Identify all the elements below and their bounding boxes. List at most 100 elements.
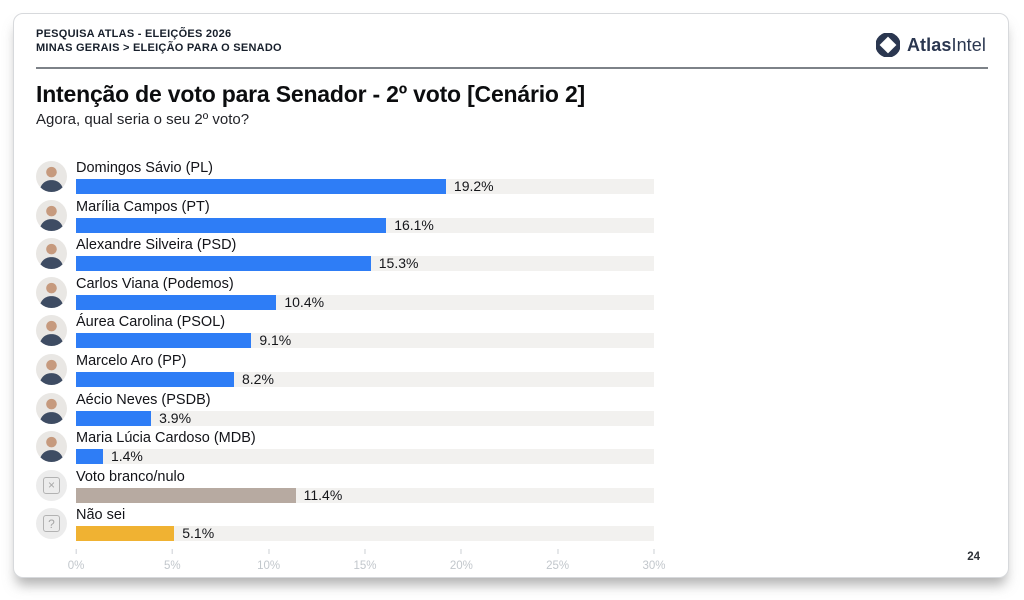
bar-fill (76, 179, 446, 194)
candidate-avatar (36, 199, 67, 231)
bar-fill (76, 294, 277, 310)
page-title: Intenção de voto para Senador - 2º voto … (36, 81, 586, 107)
brand-wordmark-regular: Intel (951, 34, 986, 55)
bar-track: 10.4% (76, 293, 654, 310)
row-content: Áurea Carolina (PSOL) 9.1% (76, 314, 991, 349)
row-content: Aécio Neves (PSDB) 3.9% (76, 392, 991, 426)
candidate-avatar (36, 315, 67, 347)
dont-know-icon: ? (36, 508, 67, 540)
bar-value-label: 11.4% (303, 486, 343, 503)
x-axis-tick: 15% (353, 548, 377, 574)
bar-track: 1.4% (76, 448, 654, 465)
row-label: Domingos Sávio (PL) (76, 160, 213, 176)
chart-row: Marcelo Aro (PP) 8.2% (36, 353, 991, 392)
row-label: Alexandre Silveira (PSD) (76, 237, 237, 254)
row-label: Não sei (76, 507, 126, 524)
row-content: Carlos Viana (Podemos) 10.4% (76, 276, 991, 310)
row-label: Carlos Viana (Podemos) (76, 275, 234, 292)
x-axis-tick: 5% (164, 548, 181, 574)
bar-value-label: 10.4% (284, 293, 325, 310)
chart-row: ? Não sei 5.1% (36, 507, 991, 546)
person-icon (39, 436, 64, 463)
chart-row: Maria Lúcia Cardoso (MDB) 1.4% (36, 430, 991, 469)
bar-fill (76, 410, 152, 426)
blank-null-vote-icon: × (36, 469, 67, 501)
x-axis-tick: 25% (546, 548, 569, 574)
bar-track: 15.3% (76, 255, 654, 272)
row-content: Marcelo Aro (PP) 8.2% (76, 353, 991, 387)
candidate-avatar (36, 392, 67, 424)
candidate-avatar (36, 238, 67, 270)
bar-value-label: 1.4% (110, 448, 143, 465)
chart-rows: Domingos Sávio (PL) 19.2% Marília Campos… (36, 160, 991, 546)
row-content: Alexandre Silveira (PSD) 15.3% (76, 237, 991, 272)
x-axis-tick: 30% (642, 548, 666, 574)
bar-value-label: 8.2% (241, 370, 274, 387)
bar-fill (76, 333, 252, 349)
row-label: Aécio Neves (PSDB) (76, 391, 211, 408)
chart-row: Marília Campos (PT) 16.1% (36, 199, 991, 238)
report-kicker: PESQUISA ATLAS - ELEIÇÕES 2026 MINAS GER… (36, 27, 282, 55)
person-icon (39, 166, 64, 192)
x-axis-tick: 0% (68, 548, 84, 574)
chart-row: Alexandre Silveira (PSD) 15.3% (36, 237, 991, 276)
person-icon (39, 321, 64, 347)
atlasintel-logo-icon (875, 33, 900, 57)
bar-value-label: 3.9% (159, 409, 192, 426)
brand-wordmark-bold: Atlas (906, 34, 952, 55)
symbol-glyph: ? (43, 515, 60, 533)
bar-fill (76, 217, 387, 233)
row-content: Domingos Sávio (PL) 19.2% (76, 160, 991, 194)
bar-value-label: 16.1% (394, 216, 434, 233)
candidate-avatar (36, 276, 67, 308)
brand-wordmark: AtlasIntel (907, 35, 986, 56)
bar-chart: Domingos Sávio (PL) 19.2% Marília Campos… (36, 160, 991, 577)
candidate-avatar (36, 431, 67, 463)
candidate-avatar (36, 161, 67, 192)
bar-value-label: 5.1% (182, 525, 215, 542)
symbol-glyph: × (43, 476, 60, 494)
bar-track: 8.2% (76, 370, 654, 387)
row-label: Maria Lúcia Cardoso (MDB) (76, 430, 256, 447)
page-subtitle: Agora, qual seria o seu 2º voto? (36, 111, 250, 128)
person-icon (39, 282, 64, 308)
row-content: Não sei 5.1% (76, 507, 991, 542)
bar-value-label: 15.3% (378, 255, 419, 272)
person-icon (39, 359, 64, 385)
kicker-line-2: MINAS GERAIS > ELEIÇÃO PARA O SENADO (36, 42, 282, 54)
bar-fill (76, 449, 103, 465)
bar-fill (76, 526, 175, 542)
person-icon (39, 244, 64, 270)
chart-row: Domingos Sávio (PL) 19.2% (36, 160, 991, 199)
row-content: Maria Lúcia Cardoso (MDB) 1.4% (76, 430, 991, 465)
x-axis-tick: 10% (257, 548, 280, 574)
bar-value-label: 9.1% (259, 332, 292, 349)
bar-track: 19.2% (76, 178, 654, 194)
chart-row: Aécio Neves (PSDB) 3.9% (36, 392, 991, 431)
row-label: Áurea Carolina (PSOL) (76, 314, 226, 331)
person-icon (39, 205, 64, 231)
row-content: Voto branco/nulo 11.4% (76, 469, 991, 503)
bar-fill (76, 487, 296, 503)
chart-row: Áurea Carolina (PSOL) 9.1% (36, 314, 991, 353)
slide-card: PESQUISA ATLAS - ELEIÇÕES 2026 MINAS GER… (13, 13, 1009, 578)
chart-row: × Voto branco/nulo 11.4% (36, 469, 991, 508)
x-axis: 0% 5% 10% 15% 20% 25% 30% (68, 548, 666, 577)
x-axis-tick: 20% (450, 548, 473, 574)
bar-track: 5.1% (76, 525, 654, 542)
bar-track: 11.4% (76, 486, 654, 503)
person-icon (39, 398, 64, 424)
candidate-avatar (36, 353, 67, 385)
chart-row: Carlos Viana (Podemos) 10.4% (36, 276, 991, 315)
atlasintel-brand: AtlasIntel (875, 33, 986, 57)
bar-track: 9.1% (76, 332, 654, 349)
bar-track: 3.9% (76, 409, 654, 426)
kicker-line-1: PESQUISA ATLAS - ELEIÇÕES 2026 (36, 28, 232, 40)
row-content: Marília Campos (PT) 16.1% (76, 199, 991, 233)
bar-fill (76, 256, 371, 272)
row-label: Marília Campos (PT) (76, 198, 210, 215)
bar-value-label: 19.2% (453, 178, 494, 194)
row-label: Marcelo Aro (PP) (76, 352, 187, 369)
header-divider (36, 67, 988, 69)
bar-fill (76, 371, 234, 387)
